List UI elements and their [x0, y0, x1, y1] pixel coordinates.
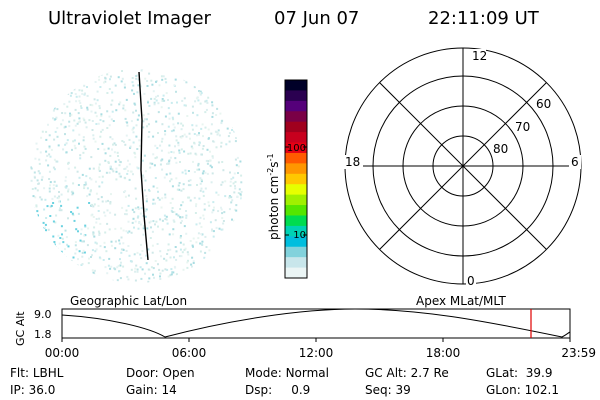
time: 22:11:09 UT: [428, 8, 539, 29]
terminator-line: [138, 71, 149, 261]
info-flt: Flt: LBHL: [10, 366, 64, 380]
colorbar-swatch: [285, 215, 307, 227]
colorbar-swatch: [285, 225, 307, 237]
lat-label-60: 60: [536, 97, 551, 111]
orbit-xtick-2359: 23:59: [561, 346, 596, 360]
polar-plot: 12 18 6 0 60 70 80: [343, 47, 582, 288]
colorbar-swatch: [285, 142, 307, 154]
colorbar-label: photon cm-2s-1: [266, 153, 281, 240]
colorbar-swatch: [285, 90, 307, 102]
colorbar-swatch: [285, 80, 307, 92]
orbit-xtick-0000: 00:00: [45, 346, 80, 360]
orbit-xtick-1200: 12:00: [299, 346, 334, 360]
orbit-xtick-0600: 06:00: [172, 346, 207, 360]
colorbar-swatch: [285, 111, 307, 123]
info-glat: GLat: 39.9: [486, 366, 553, 380]
colorbar-swatch: [285, 132, 307, 144]
colorbar-swatch: [285, 100, 307, 112]
info-gcalt: GC Alt: 2.7 Re: [365, 366, 449, 380]
title: Ultraviolet Imager: [48, 8, 211, 29]
colorbar-swatch: [285, 194, 307, 206]
orbit-altitude-curve: [61, 308, 571, 338]
info-ip: IP: 36.0: [10, 383, 56, 397]
info-mode: Mode: Normal: [245, 366, 329, 380]
geo-label: Geographic Lat/Lon: [70, 294, 188, 308]
mlt-label-0: 0: [467, 274, 475, 288]
colorbar-swatch: [285, 267, 307, 279]
colorbar-swatch: [285, 173, 307, 185]
uv-speckle-field: [30, 69, 244, 283]
orbit-xtick-1800: 18:00: [426, 346, 461, 360]
lat-label-70: 70: [515, 120, 530, 134]
colorbar: 100 10 photon cm-2s-1: [266, 79, 308, 279]
orbit-altitude-plot: GC Alt 9.0 1.8 00:00 06:00 12:00 18:00 2…: [14, 308, 596, 360]
mlt-label-12: 12: [472, 49, 487, 63]
info-seq: Seq: 39: [365, 383, 411, 397]
colorbar-tick-100: 100: [287, 143, 306, 154]
mlt-label-6: 6: [571, 155, 579, 169]
mlt-label-18: 18: [345, 155, 360, 169]
colorbar-swatch: [285, 236, 307, 248]
colorbar-swatch: [285, 184, 307, 196]
colorbar-tick-10: 10: [293, 230, 306, 241]
orbit-ytick-max: 9.0: [34, 308, 52, 321]
colorbar-swatch: [285, 121, 307, 133]
info-dsp: Dsp: 0.9: [245, 383, 311, 397]
colorbar-swatch: [285, 257, 307, 269]
orbit-ylabel: GC Alt: [14, 311, 27, 346]
orbit-ytick-min: 1.8: [34, 328, 52, 341]
colorbar-swatch: [285, 163, 307, 175]
info-gain: Gain: 14: [126, 383, 177, 397]
date: 07 Jun 07: [274, 8, 360, 29]
info-door: Door: Open: [126, 366, 195, 380]
colorbar-swatch: [285, 205, 307, 217]
info-glon: GLon: 102.1: [486, 383, 559, 397]
colorbar-swatch: [285, 246, 307, 258]
uv-image-disc: [30, 69, 244, 283]
colorbar-swatch: [285, 152, 307, 164]
apex-label: Apex MLat/MLT: [416, 294, 506, 308]
lat-label-80: 80: [493, 142, 508, 156]
